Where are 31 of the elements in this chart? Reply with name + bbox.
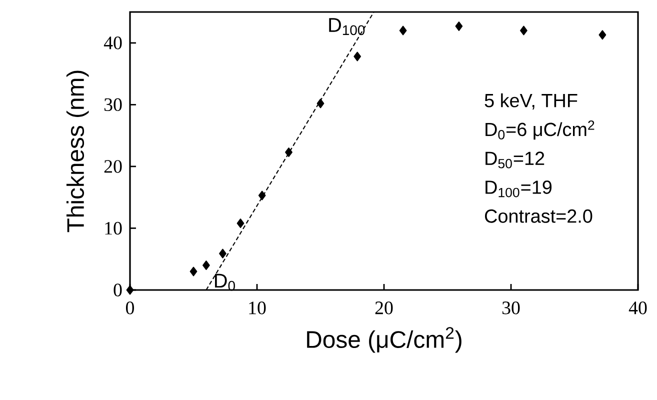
- point: [258, 190, 266, 200]
- point: [219, 248, 226, 258]
- y-tick-label: 20: [104, 160, 122, 173]
- point: [598, 30, 606, 40]
- x-axis-title: Dose (μC/cm$^{2}$): [307, 327, 462, 353]
- point: [455, 21, 463, 31]
- x-tick-label: 30: [502, 302, 520, 314]
- y-tick-label: 40: [104, 36, 122, 50]
- annotation: D$_{50}$=12: [486, 152, 544, 168]
- point: [236, 218, 244, 228]
- y-tick-label: 0: [114, 284, 122, 296]
- point: [126, 285, 134, 295]
- annotation: 5 keV, THF: [484, 93, 578, 110]
- x-tick-label: 10: [249, 302, 266, 314]
- point: [190, 266, 198, 276]
- x-tick-label: 20: [375, 302, 393, 314]
- x-tick-label: 40: [628, 302, 647, 314]
- y-tick-label: 30: [104, 98, 122, 112]
- point: [202, 260, 210, 270]
- y-tick-label: 10: [105, 222, 122, 235]
- x-tick-label: 0: [126, 302, 134, 314]
- point: [316, 98, 324, 108]
- point: [354, 52, 362, 62]
- y-axis-title: Thickness (nm): [66, 70, 89, 232]
- annotation: D$_{0}$=6 μC/cm$^{2}$: [486, 120, 594, 140]
- annotation: D$_{100}$=19: [486, 180, 552, 198]
- annotation: D$_{100}$: [329, 18, 365, 36]
- point: [285, 148, 292, 157]
- point: [399, 26, 407, 36]
- annotation: Contrast=2.0: [484, 209, 592, 223]
- point: [520, 26, 528, 36]
